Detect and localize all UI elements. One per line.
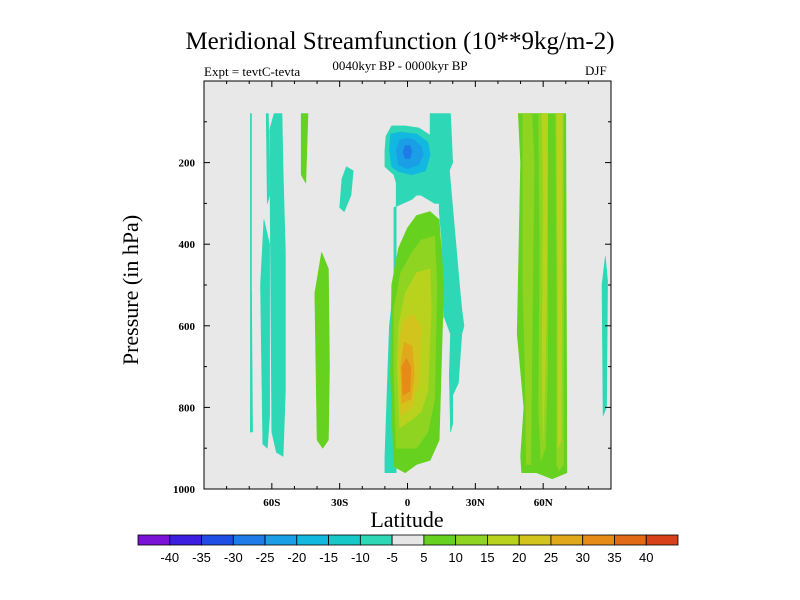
- axis-tick-labels: 60S 30S 0 30N 60N 200 400 600 800 1000: [173, 158, 553, 509]
- x-tick-label-60N: 60N: [534, 497, 553, 509]
- contour-region-3: [265, 113, 270, 204]
- colorbar-swatch-1: [169, 534, 202, 546]
- colorbar-label--40: -40: [160, 550, 179, 565]
- season-label: DJF: [585, 63, 607, 78]
- y-tick-label-800: 800: [179, 402, 196, 414]
- contour-region-24: [556, 113, 563, 449]
- colorbar-label--20: -20: [287, 550, 306, 565]
- y-tick-label-600: 600: [179, 321, 196, 333]
- colorbar-swatch-16: [645, 534, 679, 546]
- colorbar-swatch-4: [264, 534, 298, 546]
- axis-ticks: [204, 81, 611, 490]
- colorbar-swatch-8: [391, 534, 425, 546]
- contour-region-18: [401, 358, 412, 396]
- x-tick-label-30S: 30S: [331, 497, 348, 509]
- contour-region-1: [250, 292, 253, 433]
- contour-region-12: [402, 145, 413, 159]
- colorbar-swatch-13: [550, 534, 584, 546]
- colorbar-label--25: -25: [256, 550, 275, 565]
- x-tick-label-60S: 60S: [263, 497, 280, 509]
- y-axis-title: Pressure (in hPa): [118, 215, 143, 365]
- contour-region-5: [300, 113, 309, 184]
- y-tick-label-1000: 1000: [173, 484, 196, 496]
- contour-region-9: [429, 113, 454, 180]
- contour-region-20: [522, 113, 535, 465]
- contour-region-25: [601, 256, 608, 416]
- x-tick-label-0: 0: [405, 497, 411, 509]
- colorbar-label--10: -10: [351, 550, 370, 565]
- y-tick-label-200: 200: [179, 158, 196, 170]
- contour-region-2: [260, 219, 270, 449]
- colorbar-label-35: 35: [607, 550, 621, 565]
- colorbar-label-40: 40: [639, 550, 653, 565]
- x-axis-title: Latitude: [370, 507, 443, 532]
- colorbar-label--15: -15: [319, 550, 338, 565]
- colorbar-swatch-6: [328, 534, 361, 546]
- colorbar-swatch-12: [518, 534, 552, 546]
- experiment-label: Expt = tevtC-tevta: [204, 64, 301, 79]
- colorbar-swatch-2: [201, 534, 234, 546]
- contour-region-7: [314, 252, 330, 449]
- contour-region-6: [339, 166, 354, 212]
- colorbar-swatch-11: [487, 534, 520, 546]
- colorbar-label--30: -30: [224, 550, 243, 565]
- colorbar: -40 -35 -30 -25 -20 -15 -10 -5 5 10 15 20 25 30 35 40: [137, 534, 679, 565]
- colorbar-label-5: 5: [420, 550, 427, 565]
- colorbar-swatch-5: [296, 534, 329, 546]
- colorbar-swatch-3: [232, 534, 266, 546]
- colorbar-label-20: 20: [512, 550, 526, 565]
- colorbar-swatch-10: [455, 534, 488, 546]
- x-tick-label-30N: 30N: [466, 497, 485, 509]
- colorbar-label--5: -5: [386, 550, 398, 565]
- colorbar-swatch-9: [423, 534, 457, 546]
- contour-region-22: [541, 113, 549, 441]
- colorbar-label-25: 25: [544, 550, 558, 565]
- colorbar-swatch-0: [137, 534, 171, 546]
- chart-title: Meridional Streamfunction (10**9kg/m-2): [185, 28, 615, 55]
- contour-region-4: [269, 113, 286, 457]
- colorbar-swatch-15: [614, 534, 647, 546]
- y-tick-label-400: 400: [179, 239, 196, 251]
- colorbar-label-15: 15: [480, 550, 494, 565]
- contour-regions: [250, 113, 608, 480]
- chart-subtitle: 0040kyr BP - 0000kyr BP: [332, 58, 468, 73]
- colorbar-label-30: 30: [575, 550, 589, 565]
- colorbar-label--35: -35: [192, 550, 211, 565]
- colorbar-swatch-14: [582, 534, 615, 546]
- colorbar-swatch-7: [359, 534, 393, 546]
- colorbar-label-10: 10: [448, 550, 462, 565]
